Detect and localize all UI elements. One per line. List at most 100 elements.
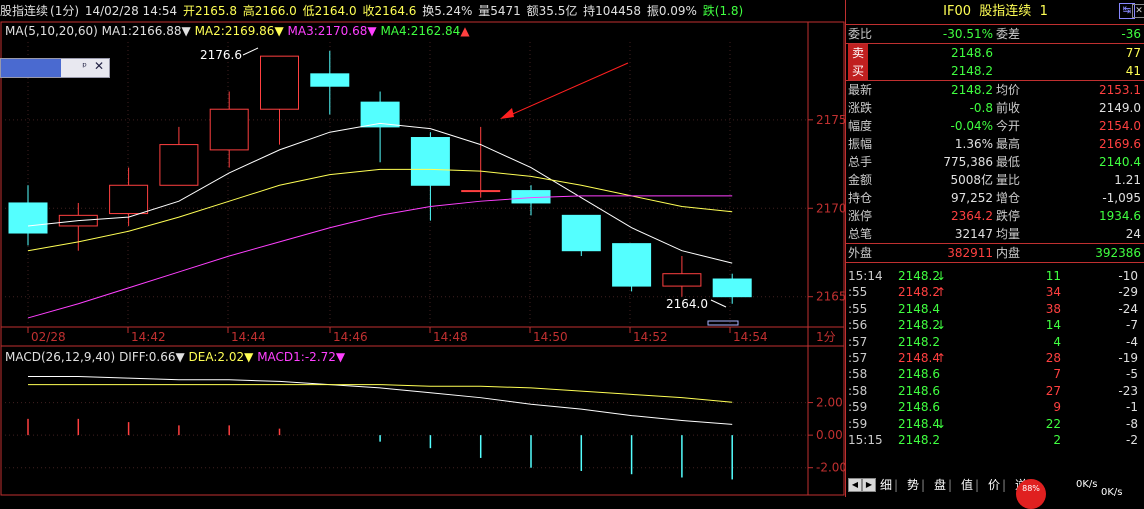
candle-body [561,214,601,252]
tick-price: 2148.6 [898,400,940,415]
kline-chart[interactable]: 2.00 0.00 -2.00 2175 2170 2165 02/28 14:42 14:4… [0,0,845,497]
tick-row[interactable]: 15:15 2148.2 2 -2 [846,432,1144,448]
floating-toolbar[interactable]: ᵖ ✕ [0,58,110,78]
stats-label: 最高 [996,137,1021,151]
macd-y-tick-label: 0.00 [816,428,843,442]
tick-row[interactable]: :57 2148.4 ↑ 28 -19 [846,350,1144,366]
floating-toolbar-titlebar[interactable] [1,59,61,77]
tick-volume: 22 [1045,416,1061,431]
scroll-left-icon[interactable]: ◀ [848,478,862,492]
tick-arrow: ↑ [936,350,947,365]
weicha-label: 委差 [996,27,1021,41]
diff-line [28,376,733,425]
tick-time: :57 [848,350,868,365]
panel-title-code: IF00 [943,4,972,19]
close-icon[interactable]: ✕ [93,59,104,73]
candle-body [109,184,149,215]
tick-price: 2148.2 [898,432,940,447]
x-tick-label: 02/28 [31,330,66,344]
tick-oi: -7 [1126,318,1138,333]
sell-price: 2148.6 [951,46,993,60]
stats-value: 775,386 [943,155,993,169]
stats-row: 涨停 2364.2 跌停 1934.6 [846,207,1144,225]
candle-body [612,243,652,287]
tick-time: :59 [848,400,868,415]
panel-tab[interactable]: 势 [907,478,920,492]
tick-row[interactable]: :57 2148.2 4 -4 [846,334,1144,350]
network-gauge: 88% [1016,479,1046,509]
stats-label: 跌停 [996,209,1021,223]
stats-label: 涨跌 [848,101,873,115]
stats-value: 2154.0 [1099,119,1141,133]
buy-label: 买 [848,62,869,80]
tick-row[interactable]: :55 2148.2 ↑ 34 -29 [846,284,1144,300]
tick-volume: 4 [1053,334,1061,349]
diff-legend: DIFF:0.66 [119,350,176,364]
buy-row: 买 2148.2 41 [846,62,1144,81]
macd-legend-label: MACD(26,12,9,40) [5,350,116,364]
tick-row[interactable]: :58 2148.6 7 -5 [846,366,1144,382]
header-volume: 量5471 [478,4,521,18]
panel-title-name: 股指连续 [979,4,1032,19]
tick-price: 2148.2 [898,285,940,300]
tick-oi: -23 [1118,383,1138,398]
tick-time: :57 [848,334,868,349]
stats-label: 最低 [996,155,1021,169]
stats-value: -0.8 [969,101,993,115]
switch-icon[interactable]: ↹ [1119,3,1135,19]
quote-panel: IF00 股指连续 1 ↹ ✕ 委比 -30.51% 委差 -36 卖 2148… [845,0,1144,509]
tick-row[interactable]: :59 2148.6 9 -1 [846,399,1144,415]
candle-body [712,278,752,298]
panel-tab[interactable]: 价 [988,478,1001,492]
tick-list[interactable]: 15:14 2148.2 ↓ 11 -10:55 2148.2 ↑ 34 -29:55 2148.… [846,268,1144,448]
tick-time: :55 [848,301,868,316]
panel-tab[interactable]: 值 [961,478,974,492]
stats-label: 金额 [848,173,873,187]
scroll-right-icon[interactable]: ▶ [862,478,876,492]
candle-body [260,55,299,110]
outer-label: 外盘 [848,246,873,260]
tick-oi: -1 [1126,400,1138,415]
ma-line-ma2 [27,168,733,252]
stats-value: 1.21 [1114,173,1141,187]
tick-time: :58 [848,383,868,398]
tick-row[interactable]: :56 2148.2 ↓ 14 -7 [846,317,1144,333]
tick-row[interactable]: :55 2148.4 38 -24 [846,301,1144,317]
tick-row[interactable]: :58 2148.6 27 -23 [846,383,1144,399]
low-annotation-leader [710,299,727,308]
high-annotation: 2176.6 [200,48,242,62]
quote-header: 股指连续 (1分) 14/02/28 14:54 开2165.8 高2166.0 … [0,0,845,22]
macd-legend: MACD(26,12,9,40) DIFF:0.66▼ DEA:2.02▼ MA… [5,350,346,364]
panel-title-num: 1 [1039,4,1048,19]
x-tick-label: 14:50 [533,330,568,344]
tick-row[interactable]: :59 2148.4 ↓ 22 -8 [846,416,1144,432]
header-period: (1分) [50,4,80,18]
panel-tab[interactable]: 盘 [934,478,947,492]
outer-value: 382911 [947,246,993,260]
dea-legend: DEA:2.02 [188,350,245,364]
tick-row[interactable]: 15:14 2148.2 ↓ 11 -10 [846,268,1144,284]
sell-label: 卖 [848,44,869,62]
panel-tab[interactable]: 细 [880,478,893,492]
candle-body [209,108,249,151]
tick-oi: -4 [1126,334,1138,349]
tick-price: 2148.4 [898,416,940,431]
header-name: 股指连续 [0,4,49,18]
stats-value: 2140.4 [1099,155,1141,169]
x-tick-label: 14:54 [733,330,768,344]
chart-axes: 2175 2170 2165 02/28 14:42 14:44 14:46 14:48 14:… [27,113,845,344]
tab-separator: | [921,478,926,492]
tick-time: :56 [848,318,868,333]
candle-body [662,273,702,287]
header-change: 跌(1.8) [702,4,744,18]
stats-label: 振幅 [848,137,873,151]
chart-frame [0,21,845,496]
unit-label: 1分 [816,330,836,344]
tick-time: :58 [848,367,868,382]
pin-icon[interactable]: ᵖ [82,60,87,73]
header-turnover: 换5.24% [422,4,473,18]
tab-separator: | [975,478,980,492]
panel-close-icon[interactable]: ✕ [1132,4,1144,18]
stats-value: 2364.2 [951,209,993,223]
tick-volume: 14 [1045,318,1061,333]
